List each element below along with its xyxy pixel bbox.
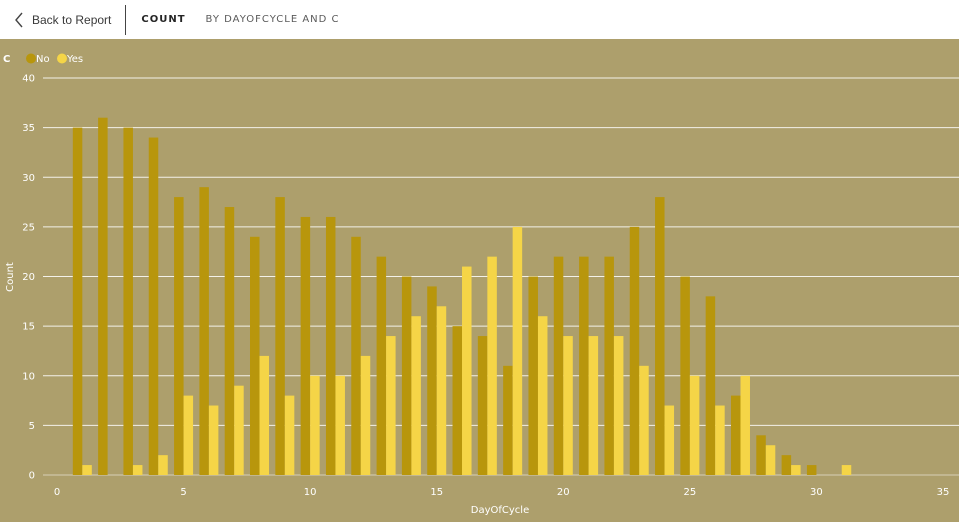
bar-chart: C No Yes 0 5 10 15 20 25 30 35 40 0 5 10 15 20 25 30 35… xyxy=(3,53,959,516)
bar-yes[interactable] xyxy=(386,336,396,475)
chart-area: C No Yes 0 5 10 15 20 25 30 35 40 0 5 10 15 20 25 30 35… xyxy=(0,39,959,522)
bar-yes[interactable] xyxy=(715,405,725,475)
bars xyxy=(72,117,852,476)
bar-no[interactable] xyxy=(98,117,108,475)
x-tick-label: 5 xyxy=(180,487,186,498)
bar-yes[interactable] xyxy=(335,375,345,475)
y-tick-label: 10 xyxy=(22,371,35,382)
bar-yes[interactable] xyxy=(537,316,548,475)
x-tick-label: 25 xyxy=(683,487,696,498)
x-axis-ticks: 0 5 10 15 20 25 30 35 xyxy=(54,487,950,498)
bar-no[interactable] xyxy=(604,256,614,475)
back-to-report-button[interactable]: Back to Report xyxy=(0,0,111,39)
bar-no[interactable] xyxy=(477,336,488,475)
bar-no[interactable] xyxy=(655,197,665,475)
bar-no[interactable] xyxy=(224,207,235,475)
y-axis-label: Count xyxy=(5,262,16,292)
x-tick-label: 30 xyxy=(810,487,823,498)
bar-no[interactable] xyxy=(250,236,260,475)
bar-no[interactable] xyxy=(351,236,361,475)
legend-marker-no xyxy=(26,53,36,64)
bar-no[interactable] xyxy=(300,216,311,475)
bar-no[interactable] xyxy=(528,276,538,476)
bar-no[interactable] xyxy=(806,465,817,475)
bar-yes[interactable] xyxy=(689,375,700,475)
bar-no[interactable] xyxy=(148,137,159,476)
legend-label-yes: Yes xyxy=(66,54,83,65)
bar-yes[interactable] xyxy=(462,266,472,475)
y-tick-label: 40 xyxy=(22,74,35,85)
chevron-left-icon xyxy=(14,12,24,28)
x-tick-label: 20 xyxy=(557,487,570,498)
bar-yes[interactable] xyxy=(664,405,675,475)
gridlines xyxy=(43,77,959,476)
bar-no[interactable] xyxy=(503,365,513,475)
bar-yes[interactable] xyxy=(841,465,852,475)
bar-yes[interactable] xyxy=(740,375,750,475)
bar-yes[interactable] xyxy=(132,465,143,475)
bar-yes[interactable] xyxy=(284,395,295,475)
x-tick-label: 35 xyxy=(937,487,950,498)
report-header: Back to Report COUNT BY DAYOFCYCLE AND C xyxy=(0,0,959,39)
bar-yes[interactable] xyxy=(411,316,421,475)
y-tick-label: 5 xyxy=(29,421,35,432)
bar-no[interactable] xyxy=(756,435,766,475)
legend-marker-yes xyxy=(57,53,67,64)
y-axis-ticks: 0 5 10 15 20 25 30 35 40 xyxy=(22,74,35,482)
bar-no[interactable] xyxy=(452,326,463,475)
x-tick-label: 10 xyxy=(304,487,317,498)
legend-label-no: No xyxy=(36,54,50,65)
bar-no[interactable] xyxy=(629,226,640,475)
bar-yes[interactable] xyxy=(765,445,776,475)
bar-no[interactable] xyxy=(275,197,285,475)
bar-yes[interactable] xyxy=(512,226,523,475)
bar-no[interactable] xyxy=(680,276,690,476)
x-axis-label: DayOfCycle xyxy=(471,505,529,516)
bar-yes[interactable] xyxy=(259,355,270,475)
y-tick-label: 30 xyxy=(22,173,35,184)
visual-subtitle: BY DAYOFCYCLE AND C xyxy=(205,14,340,25)
bar-yes[interactable] xyxy=(158,455,168,475)
bar-yes[interactable] xyxy=(436,306,447,475)
back-label: Back to Report xyxy=(32,12,112,27)
bar-yes[interactable] xyxy=(360,355,371,475)
bar-yes[interactable] xyxy=(487,256,497,475)
header-divider xyxy=(125,4,127,35)
bar-no[interactable] xyxy=(781,455,792,475)
bar-yes[interactable] xyxy=(310,375,320,475)
bar-no[interactable] xyxy=(730,395,741,475)
bar-no[interactable] xyxy=(553,256,564,475)
bar-yes[interactable] xyxy=(234,385,244,475)
bar-no[interactable] xyxy=(199,187,209,476)
bar-yes[interactable] xyxy=(183,395,194,475)
legend-title: C xyxy=(3,54,10,65)
bar-yes[interactable] xyxy=(563,336,573,475)
visual-title: COUNT xyxy=(141,14,186,25)
bar-yes[interactable] xyxy=(791,465,801,475)
bar-yes[interactable] xyxy=(639,365,649,475)
bar-yes[interactable] xyxy=(588,336,599,475)
bar-no[interactable] xyxy=(705,296,716,475)
y-tick-label: 0 xyxy=(29,471,35,482)
bar-no[interactable] xyxy=(579,256,589,475)
x-tick-label: 0 xyxy=(54,487,60,498)
bar-no[interactable] xyxy=(72,127,83,475)
bar-no[interactable] xyxy=(174,197,184,475)
y-tick-label: 25 xyxy=(22,222,35,233)
bar-no[interactable] xyxy=(427,286,437,475)
y-tick-label: 20 xyxy=(22,272,35,283)
bar-yes[interactable] xyxy=(613,336,624,475)
bar-yes[interactable] xyxy=(208,405,219,475)
legend: C No Yes xyxy=(3,53,83,65)
x-tick-label: 15 xyxy=(430,487,443,498)
y-tick-label: 35 xyxy=(22,123,35,134)
bar-yes[interactable] xyxy=(82,465,92,475)
bar-no[interactable] xyxy=(376,256,387,475)
y-tick-label: 15 xyxy=(22,322,35,333)
bar-no[interactable] xyxy=(401,276,412,476)
bar-no[interactable] xyxy=(123,127,133,475)
bar-no[interactable] xyxy=(325,216,336,475)
